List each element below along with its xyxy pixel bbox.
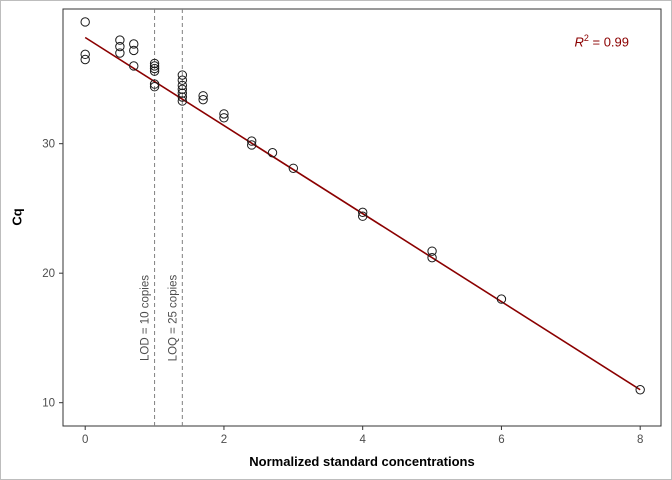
data-point bbox=[80, 54, 90, 65]
r-squared-symbol: R bbox=[574, 34, 584, 50]
data-point bbox=[635, 385, 645, 395]
data-point bbox=[246, 140, 257, 150]
regression-line bbox=[84, 36, 641, 391]
data-point bbox=[198, 94, 208, 105]
r-squared-exponent: 2 bbox=[583, 33, 589, 43]
data-point bbox=[129, 61, 139, 71]
data-point bbox=[267, 148, 278, 158]
data-point bbox=[219, 113, 229, 123]
y-tick-label: 20 bbox=[42, 268, 55, 280]
x-tick-label: 2 bbox=[221, 434, 227, 446]
data-point bbox=[177, 75, 188, 85]
y-tick-label: 10 bbox=[42, 398, 55, 410]
data-point bbox=[496, 294, 507, 304]
y-axis-label: Cq bbox=[9, 208, 25, 226]
data-point bbox=[177, 80, 188, 91]
data-point bbox=[177, 92, 188, 102]
x-tick-label: 0 bbox=[82, 434, 88, 446]
lod-threshold-label: LOD = 10 copies bbox=[140, 275, 152, 361]
data-point bbox=[129, 45, 139, 56]
data-point bbox=[427, 246, 437, 256]
data-point bbox=[357, 211, 368, 221]
r-squared-annotation: R2 = 0.99 bbox=[574, 33, 629, 49]
data-point bbox=[357, 207, 368, 218]
data-point bbox=[288, 163, 299, 173]
x-tick-label: 4 bbox=[359, 434, 366, 446]
data-point bbox=[246, 136, 257, 146]
x-axis-label: Normalized standard concentrations bbox=[249, 454, 475, 469]
data-point bbox=[427, 252, 437, 263]
data-point bbox=[129, 39, 139, 49]
x-tick-label: 8 bbox=[637, 434, 643, 446]
data-point bbox=[149, 79, 160, 89]
data-point bbox=[177, 70, 188, 80]
x-tick-label: 6 bbox=[498, 434, 504, 446]
data-point bbox=[80, 49, 90, 60]
data-point bbox=[115, 35, 125, 45]
data-point bbox=[149, 61, 160, 71]
loq-threshold-label: LOQ = 25 copies bbox=[167, 274, 179, 361]
y-tick-label: 30 bbox=[42, 139, 55, 151]
data-point bbox=[149, 58, 160, 69]
data-point bbox=[177, 88, 188, 98]
data-point bbox=[115, 41, 125, 52]
data-point bbox=[219, 109, 229, 119]
data-point bbox=[149, 66, 160, 76]
data-point bbox=[177, 84, 188, 94]
data-point bbox=[198, 91, 208, 101]
data-point bbox=[177, 96, 188, 106]
data-point bbox=[80, 17, 90, 27]
r-squared-value: = 0.99 bbox=[588, 34, 629, 50]
data-point bbox=[115, 48, 125, 58]
data-point bbox=[149, 63, 160, 74]
plot-panel bbox=[62, 8, 662, 427]
data-point bbox=[149, 82, 160, 92]
